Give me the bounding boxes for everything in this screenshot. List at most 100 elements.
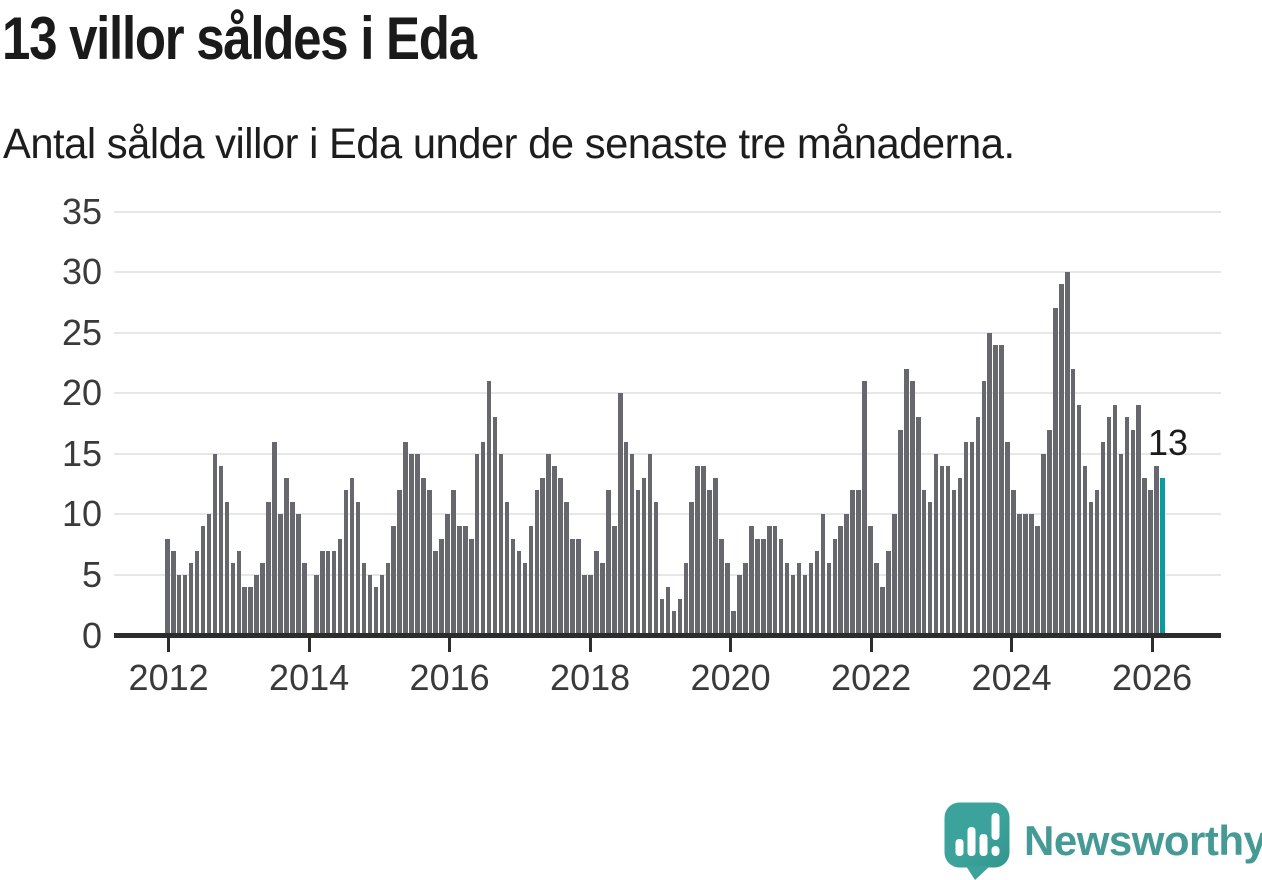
bar [468,538,474,634]
bar [1023,514,1028,634]
bar [1154,465,1159,634]
bar [1035,526,1040,634]
bar [397,490,402,634]
bar [874,562,879,634]
bar [218,465,224,634]
bar [546,453,551,634]
bar [504,502,510,634]
x-axis-tick [588,637,592,652]
bar [910,381,915,634]
bar [790,574,796,634]
x-axis-tick [307,637,311,652]
bar [1142,478,1147,634]
bar [784,562,790,634]
bar [963,441,969,634]
bar [439,538,444,634]
bar [653,502,659,634]
x-axis-label: 2014 [269,657,350,698]
bar [594,550,599,634]
bar [945,465,951,634]
bar [1094,490,1100,634]
bar [796,562,802,634]
x-axis-label: 2026 [1112,657,1193,698]
bar [492,417,498,634]
bar [892,514,897,634]
bar [629,453,635,634]
y-axis-label: 10 [61,493,102,535]
gridline [114,573,1221,576]
bar [701,465,706,634]
bar [671,611,677,634]
gridline [114,210,1221,213]
bar [1118,453,1124,634]
bar [528,526,534,634]
gridline [114,331,1221,334]
bar [421,478,426,634]
bar [534,490,540,634]
bar [486,381,492,634]
bar [677,599,683,634]
bar [1082,465,1088,634]
bar [558,478,563,634]
bar [498,453,504,634]
y-axis-label: 15 [61,432,102,474]
x-axis-tick [1150,637,1154,652]
last-value-label: 13 [1147,422,1189,463]
chart-subtitle: Antal sålda villor i Eda under de senast… [3,120,1015,168]
bar [433,550,438,634]
x-axis-line [114,632,1221,638]
bar [516,550,522,634]
bar [1041,453,1046,634]
bar [880,587,885,634]
newsworthy-branding: Newsworthy [944,800,1262,880]
bar [951,490,957,634]
gridline [114,392,1221,395]
bar [969,441,975,634]
x-axis-label: 2016 [409,657,490,698]
bar [1130,429,1136,634]
bar [367,574,373,634]
bar [1029,514,1034,634]
bar [361,562,367,634]
bar [743,562,748,634]
bar [582,574,587,634]
bar [182,574,188,634]
bar [1136,405,1142,634]
bar [749,526,754,634]
bar [719,538,724,634]
bar [904,368,909,634]
bar [266,502,271,634]
bar [689,502,695,634]
bar [457,526,462,634]
bar [808,562,814,634]
bar [576,538,581,634]
bar [838,526,844,634]
bar [1076,405,1082,634]
y-axis-label: 20 [61,372,102,414]
x-axis-tick [167,637,171,652]
bar [302,562,307,634]
gridline [114,513,1221,516]
bar [927,502,933,634]
bar [725,562,730,634]
bar [409,453,414,634]
bar [540,478,546,634]
bar [385,562,391,634]
bar [260,562,265,634]
y-axis-label: 25 [61,311,102,353]
x-axis-tick [1010,637,1014,652]
bar [1005,441,1010,634]
bar [1011,490,1016,634]
bar [999,344,1004,634]
y-axis-label: 35 [61,190,102,232]
bar [403,441,408,634]
newsworthy-logo-icon [944,802,1010,880]
bar [772,526,778,634]
bar [337,538,343,634]
bar [194,550,200,634]
bar [165,538,170,634]
bar [1070,368,1076,634]
bar [474,453,480,634]
bar [188,562,194,634]
bar [766,526,772,634]
